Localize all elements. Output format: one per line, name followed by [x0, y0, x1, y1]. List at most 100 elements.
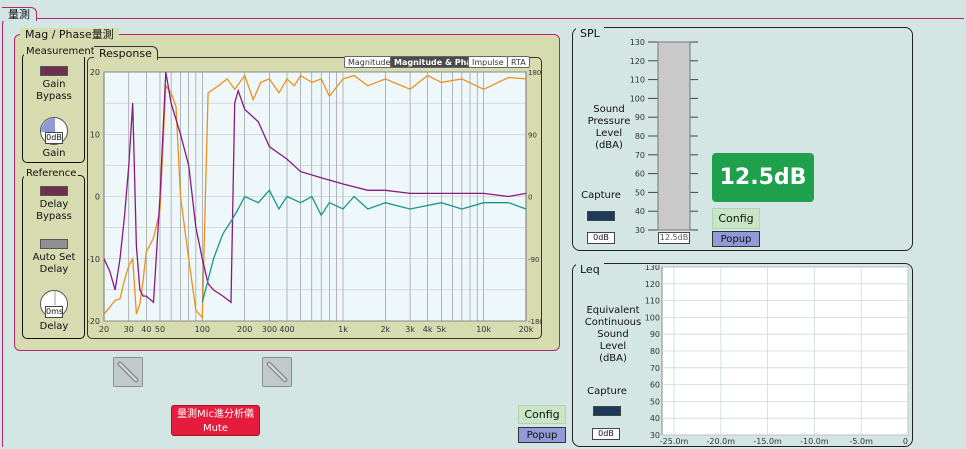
spl-bar-value: 12.5dB	[658, 232, 690, 244]
spl-config-button[interactable]: Config	[712, 208, 760, 229]
spl-axis-label: Sound Pressure Level (dBA)	[587, 104, 631, 151]
leq-y-tick: 50	[650, 397, 660, 406]
spl-tick-label: 130	[630, 38, 645, 47]
popup-button-bottom[interactable]: Popup	[518, 427, 566, 443]
y-left-tick: -10	[88, 255, 100, 264]
leq-x-tick: -15.0m	[753, 437, 782, 446]
y-right-tick: -90	[528, 256, 539, 264]
x-tick: 20k	[519, 325, 534, 334]
auto-set-delay-label: Auto Set Delay	[32, 252, 76, 275]
response-axis-labels: 20100-10-20180900-90-1802030405010020030…	[88, 68, 541, 334]
delay-label: Delay	[39, 321, 69, 332]
spl-tick-label: 50	[635, 188, 645, 197]
leq-y-tick: 40	[650, 414, 660, 423]
reference-title: Reference	[24, 168, 79, 179]
leq-capture-button[interactable]	[593, 406, 621, 416]
leq-y-tick: 90	[650, 330, 660, 339]
delay-bypass-indicator[interactable]	[40, 186, 68, 196]
gain-label: Gain	[42, 148, 66, 159]
series-line-purple	[103, 71, 527, 304]
leq-y-tick: 110	[645, 297, 660, 306]
mode-rta-button[interactable]: RTA	[507, 56, 530, 68]
x-tick: 400	[279, 325, 294, 334]
series-line-teal	[201, 189, 527, 303]
y-left-tick: 20	[90, 68, 100, 77]
spl-tick-label: 120	[630, 57, 645, 66]
spl-tick-label: 60	[635, 170, 645, 179]
gain-value: 0dB	[45, 132, 63, 144]
spl-popup-button[interactable]: Popup	[712, 231, 760, 247]
mode-magnitude-button[interactable]: Magnitude	[344, 56, 395, 68]
tool-button-left[interactable]	[113, 357, 143, 387]
wrench-disabled-icon	[117, 361, 139, 383]
x-tick: 50	[155, 325, 165, 334]
leq-x-tick: -20.0m	[707, 437, 736, 446]
leq-capture-label: Capture	[587, 386, 627, 397]
spl-readout: 12.5dB	[712, 153, 814, 202]
measurement-title: Measurement	[24, 46, 97, 57]
delay-bypass-label: Delay Bypass	[36, 199, 72, 222]
leq-x-tick: -5.0m	[849, 437, 873, 446]
leq-x-tick: 0	[903, 437, 908, 446]
wrench-disabled-icon	[266, 361, 288, 383]
leq-x-tick: -25.0m	[660, 437, 689, 446]
y-left-tick: 0	[95, 193, 100, 202]
gain-knob-icon	[41, 118, 55, 132]
x-tick: 3k	[405, 325, 415, 334]
delay-knob-icon	[54, 291, 56, 305]
spl-meter: 130 120 110 100 90 80 70 60 50 40 30	[630, 38, 698, 235]
config-button-bottom[interactable]: Config	[518, 405, 566, 424]
x-tick: 5k	[436, 325, 446, 334]
leq-y-tick: 70	[650, 364, 660, 373]
spl-tick-label: 70	[635, 151, 645, 160]
leq-y-tick: 80	[650, 347, 660, 356]
x-tick: 200	[237, 325, 252, 334]
leq-capture-value: 0dB	[592, 428, 620, 440]
spl-ticks: 130 120 110 100 90 80 70 60 50 40 30	[630, 38, 698, 235]
y-right-tick: 180	[528, 69, 541, 77]
leq-axis-label: Equivalent Continuous Sound Level (dBA)	[584, 305, 642, 364]
leq-y-tick: 130	[645, 265, 660, 272]
response-grid	[103, 71, 527, 322]
spl-capture-label: Capture	[581, 190, 621, 201]
auto-set-delay-button[interactable]	[40, 239, 68, 249]
leq-y-tick: 120	[645, 280, 660, 289]
mic-mute-button[interactable]: 量測Mic進分析儀 Mute	[171, 405, 260, 436]
delay-value: 0ms	[45, 306, 64, 318]
spl-tick-label: 100	[630, 94, 645, 103]
leq-title: Leq	[576, 263, 604, 276]
y-left-tick: 10	[90, 130, 100, 139]
spl-capture-button[interactable]	[587, 211, 615, 221]
x-tick: 40	[141, 325, 151, 334]
gain-bypass-label: Gain Bypass	[36, 79, 72, 102]
response-title: Response	[94, 46, 158, 60]
leq-chart: 130 120 110 100 90 80 70 60 50 40 30-25.0m -20.0m -1…	[645, 265, 909, 446]
x-tick: 20	[99, 325, 109, 334]
spl-title: SPL	[576, 27, 604, 40]
x-tick: 1k	[338, 325, 348, 334]
y-right-tick: 90	[528, 131, 537, 139]
x-tick: 4k	[423, 325, 433, 334]
x-tick: 100	[195, 325, 210, 334]
mode-impulse-button[interactable]: Impulse	[468, 56, 508, 68]
spl-tick-label: 30	[635, 226, 645, 235]
y-right-tick: -180	[528, 318, 541, 326]
gain-bypass-indicator[interactable]	[40, 66, 68, 76]
x-tick: 30	[124, 325, 134, 334]
leq-grid: 130 120 110 100 90 80 70 60 50 40 30-25.0m -20.0m -1…	[645, 265, 909, 446]
series-line-orange	[103, 74, 527, 320]
tool-button-right[interactable]	[262, 357, 292, 387]
x-tick: 10k	[476, 325, 491, 334]
y-right-tick: 0	[528, 194, 532, 202]
leq-x-tick: -10.0m	[800, 437, 829, 446]
spl-tick-label: 80	[635, 132, 645, 141]
response-series	[103, 71, 527, 320]
spl-tick-label: 90	[635, 113, 645, 122]
x-tick: 2k	[380, 325, 390, 334]
mag-phase-title: Mag / Phase量測	[20, 28, 119, 42]
spl-capture-value: 0dB	[587, 232, 615, 244]
spl-tick-label: 40	[635, 207, 645, 216]
response-chart: 20100-10-20180900-90-1802030405010020030…	[88, 68, 541, 334]
y-left-tick: -20	[88, 317, 100, 326]
main-group-frame	[2, 18, 964, 447]
